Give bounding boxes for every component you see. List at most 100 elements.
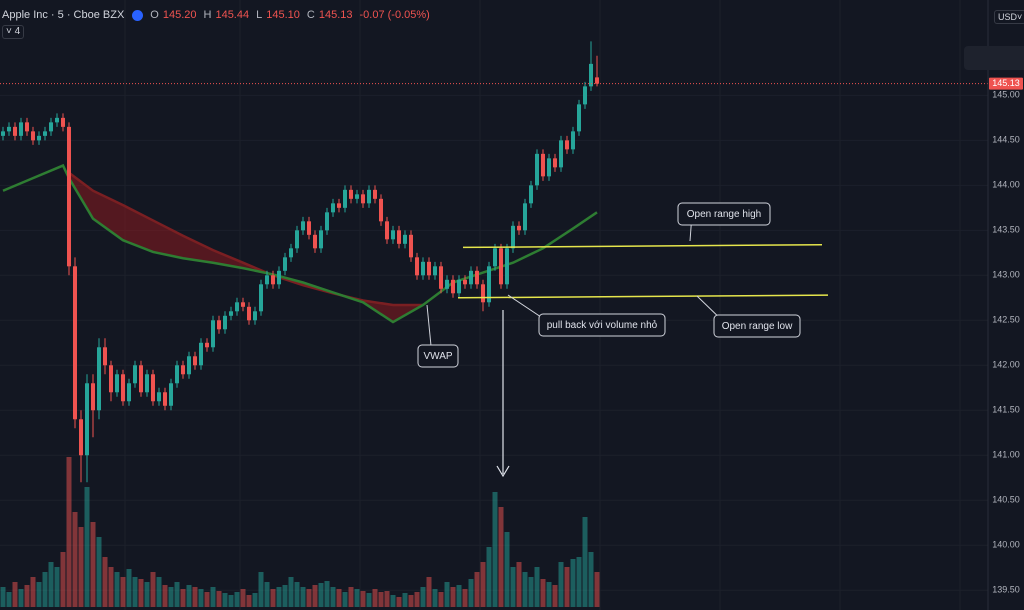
band-fill bbox=[69, 172, 423, 323]
callout-box bbox=[713, 314, 801, 338]
candle-body bbox=[535, 153, 539, 186]
volume-bar bbox=[558, 562, 564, 607]
toolbar[interactable] bbox=[964, 46, 1024, 70]
candle-body bbox=[91, 383, 95, 411]
ohlc-o-key: O bbox=[150, 9, 159, 21]
volume-bar bbox=[228, 595, 234, 607]
volume-bar bbox=[366, 593, 372, 607]
volume-bar bbox=[90, 522, 96, 607]
candle-body bbox=[223, 315, 227, 330]
volume-bar bbox=[546, 582, 552, 607]
volume-bar bbox=[42, 572, 48, 607]
candle-body bbox=[373, 189, 377, 199]
candle-body bbox=[7, 126, 11, 132]
candle-body bbox=[133, 365, 137, 384]
volume-bar bbox=[30, 577, 36, 607]
volume-bar bbox=[324, 581, 330, 607]
volume-bar bbox=[102, 557, 108, 607]
volume-bar bbox=[360, 591, 366, 607]
volume-bar bbox=[330, 587, 336, 607]
candle-body bbox=[559, 140, 563, 168]
volume-bar bbox=[306, 589, 312, 607]
candle-body bbox=[109, 365, 113, 393]
volume-bar bbox=[96, 537, 102, 607]
status-icon bbox=[132, 9, 144, 21]
volume-bar bbox=[54, 567, 60, 607]
volume-bar bbox=[0, 587, 6, 607]
y-tick-label: 145.00 bbox=[992, 90, 1020, 100]
volume-bar bbox=[468, 579, 474, 607]
volume-bar bbox=[582, 517, 588, 607]
volume-bar bbox=[528, 577, 534, 607]
volume-bar bbox=[60, 552, 66, 607]
candle-body bbox=[25, 122, 29, 132]
volume-bar bbox=[396, 597, 402, 607]
candle-body bbox=[61, 117, 65, 127]
callout-box bbox=[417, 344, 459, 368]
candle-body bbox=[193, 356, 197, 366]
volume-bar bbox=[408, 595, 414, 607]
volume-bar bbox=[276, 587, 282, 607]
volume-bar bbox=[144, 582, 150, 607]
candle-body bbox=[469, 270, 473, 285]
candle-body bbox=[319, 230, 323, 249]
volume-bar bbox=[240, 589, 246, 607]
candle-body bbox=[343, 189, 347, 208]
candle-body bbox=[211, 320, 215, 348]
volume-bar bbox=[480, 562, 486, 607]
candle-body bbox=[31, 131, 35, 141]
indicator-line bbox=[68, 171, 423, 307]
candle-body bbox=[247, 306, 251, 321]
last-price-label: 145.13 bbox=[992, 78, 1020, 88]
candle-body bbox=[403, 234, 407, 244]
y-tick-label: 142.00 bbox=[992, 360, 1020, 370]
volume-bar bbox=[552, 585, 558, 607]
indicator-badge[interactable]: ˅ 4 bbox=[2, 25, 25, 39]
volume-bar bbox=[474, 572, 480, 607]
volume-bar bbox=[186, 585, 192, 607]
symbol: Apple Inc · 5 · Cboe BZX bbox=[2, 9, 125, 21]
volume-bar bbox=[264, 582, 270, 607]
candle-body bbox=[331, 203, 335, 213]
candle-body bbox=[445, 279, 449, 289]
candle-body bbox=[367, 189, 371, 204]
candle-body bbox=[139, 365, 143, 393]
candle-body bbox=[181, 365, 185, 375]
candle-body bbox=[439, 266, 443, 289]
currency-button[interactable]: USD˅ bbox=[994, 10, 1024, 24]
candle-body bbox=[565, 140, 569, 150]
callout-box bbox=[677, 202, 771, 226]
candle-body bbox=[79, 419, 83, 456]
candle-body bbox=[385, 221, 389, 240]
volume-bar bbox=[126, 569, 132, 607]
volume-bar bbox=[594, 572, 600, 607]
ohlc-c-key: C bbox=[306, 9, 315, 21]
volume-bar bbox=[438, 592, 444, 607]
volume-bar bbox=[372, 589, 378, 607]
volume-bar bbox=[156, 577, 162, 607]
volume-bar bbox=[498, 507, 504, 607]
volume-bar bbox=[354, 589, 360, 607]
candle-body bbox=[283, 257, 287, 271]
volume-bar bbox=[222, 593, 228, 607]
volume-bar bbox=[78, 527, 84, 607]
candle-body bbox=[199, 342, 203, 366]
candle-body bbox=[349, 189, 353, 199]
volume-bar bbox=[234, 592, 240, 607]
candle-body bbox=[103, 347, 107, 366]
volume-bar bbox=[390, 595, 396, 607]
volume-bar bbox=[342, 592, 348, 607]
candle-body bbox=[421, 261, 425, 276]
y-tick-label: 139.50 bbox=[992, 585, 1020, 595]
candle-body bbox=[13, 126, 17, 136]
volume-bar bbox=[24, 585, 30, 607]
candle-body bbox=[289, 248, 293, 258]
volume-bar bbox=[114, 572, 120, 607]
volume-bar bbox=[420, 587, 426, 607]
level-line bbox=[462, 243, 823, 249]
callout-text: pull back với volume nhỏ bbox=[547, 319, 658, 331]
candle-body bbox=[313, 234, 317, 249]
candle-body bbox=[307, 221, 311, 235]
